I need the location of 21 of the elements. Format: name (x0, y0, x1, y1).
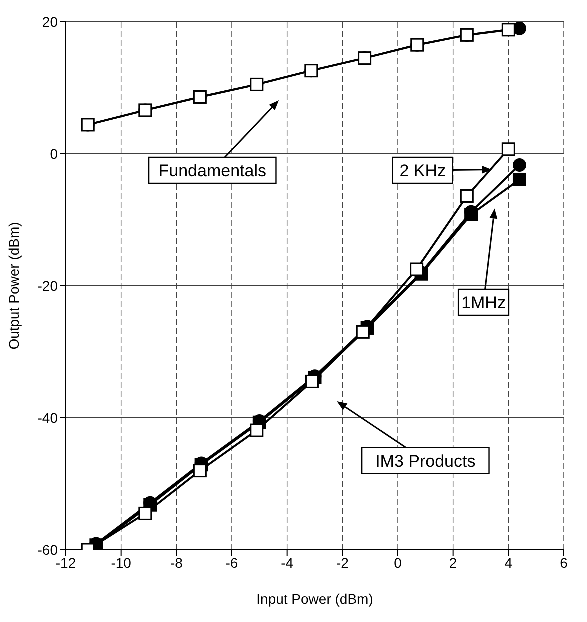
y-tick-label: 20 (42, 14, 58, 30)
y-tick-label: -20 (38, 278, 58, 294)
x-tick-label: 2 (449, 554, 458, 571)
x-tick-label: -4 (281, 554, 294, 571)
x-tick-label: 4 (504, 554, 513, 571)
x-tick-label: -6 (226, 554, 238, 571)
annotation: 2 KHz (400, 162, 446, 180)
y-tick-label: -40 (38, 410, 58, 426)
y-tick-label: -60 (38, 542, 58, 558)
x-tick-label: -12 (56, 554, 76, 571)
y-tick-label: 0 (50, 146, 58, 162)
annotation: 1MHz (462, 294, 506, 312)
annotation: IM3 Products (376, 452, 476, 471)
x-tick-label: -2 (336, 554, 350, 571)
x-tick-label: -8 (170, 554, 184, 571)
annotation: Fundamentals (158, 162, 266, 180)
y-axis-title: Output Power (dBm) (6, 222, 22, 350)
x-tick-label: 6 (560, 554, 568, 571)
x-axis-title: Input Power (dBm) (256, 591, 374, 607)
x-tick-label: 0 (394, 554, 402, 571)
x-tick-label: -10 (111, 554, 132, 571)
